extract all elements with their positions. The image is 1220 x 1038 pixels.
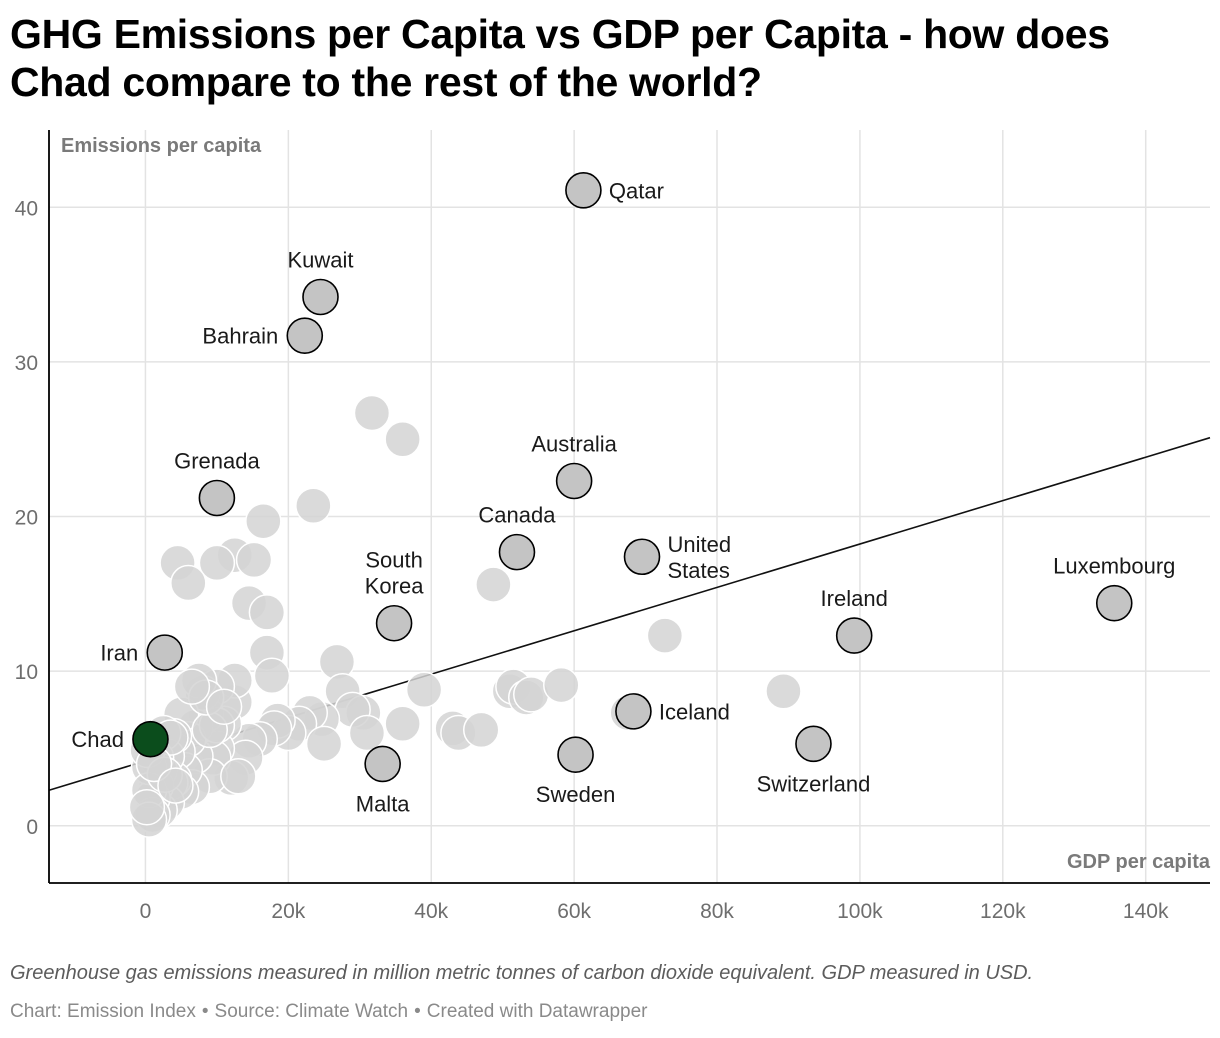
point-label: South bbox=[365, 548, 423, 573]
credit-separator: • bbox=[201, 1001, 209, 1022]
data-point bbox=[235, 541, 273, 579]
labeled-point bbox=[286, 317, 324, 354]
labeled-point bbox=[375, 604, 413, 642]
point-label: Ireland bbox=[821, 586, 888, 611]
data-point bbox=[220, 758, 257, 795]
data-point bbox=[253, 657, 291, 695]
data-point bbox=[305, 725, 343, 763]
highlight-point bbox=[132, 720, 169, 758]
point-label: Switzerland bbox=[757, 771, 871, 796]
y-tick-label: 20 bbox=[15, 507, 38, 530]
x-tick-label: 80k bbox=[700, 900, 734, 923]
point-label: Australia bbox=[531, 431, 617, 456]
data-point bbox=[198, 544, 236, 582]
x-tick-label: 0 bbox=[140, 900, 152, 923]
data-point bbox=[475, 566, 512, 603]
labeled-point bbox=[302, 278, 339, 316]
point-label: Iran bbox=[100, 641, 138, 666]
x-tick-label: 140k bbox=[1123, 900, 1169, 923]
point-label: Malta bbox=[356, 791, 411, 816]
labeled-point bbox=[198, 479, 236, 517]
point-label: Qatar bbox=[609, 178, 664, 203]
data-point bbox=[245, 502, 282, 540]
x-tick-label: 20k bbox=[271, 900, 305, 923]
labeled-point bbox=[835, 617, 873, 654]
data-point bbox=[205, 688, 243, 725]
point-label: States bbox=[668, 558, 730, 583]
point-label: Grenada bbox=[174, 448, 260, 473]
data-point bbox=[157, 767, 194, 804]
y-tick-label: 10 bbox=[15, 661, 38, 684]
labeled-point bbox=[555, 462, 593, 500]
data-point bbox=[128, 788, 166, 826]
data-point bbox=[170, 564, 207, 602]
credit-tool: Created with Datawrapper bbox=[426, 1001, 648, 1022]
data-point bbox=[646, 617, 684, 654]
point-label: United bbox=[668, 532, 732, 557]
labeled-point bbox=[498, 533, 536, 571]
y-tick-label: 40 bbox=[15, 197, 38, 220]
point-label: Iceland bbox=[659, 699, 730, 724]
data-point bbox=[765, 673, 802, 710]
point-label: Canada bbox=[478, 503, 556, 528]
point-label: Sweden bbox=[536, 782, 616, 807]
x-tick-label: 40k bbox=[414, 900, 448, 923]
gridlines bbox=[49, 130, 1210, 883]
scatter-chart: Qatar Kuwait Bahrain Grenada Australia Canada… bbox=[15, 130, 1211, 923]
highlight-group bbox=[132, 720, 169, 758]
data-point bbox=[384, 705, 421, 742]
y-axis-title: Emissions per capita bbox=[61, 135, 262, 157]
labeled-point bbox=[795, 725, 832, 763]
point-label: Luxembourg bbox=[1053, 554, 1175, 579]
credit-chart: Chart: Emission Index bbox=[10, 1001, 196, 1022]
labeled-point bbox=[565, 172, 602, 209]
chart-note: Greenhouse gas emissions measured in mil… bbox=[10, 962, 1034, 984]
chart-title: GHG Emissions per Capita vs GDP per Capi… bbox=[10, 11, 1110, 105]
x-tick-label: 100k bbox=[837, 900, 883, 923]
point-label: Chad bbox=[71, 727, 124, 752]
y-tick-label: 30 bbox=[15, 352, 38, 375]
x-tick-label: 120k bbox=[980, 900, 1026, 923]
data-point bbox=[384, 420, 421, 458]
labeled-points bbox=[146, 172, 1133, 783]
data-point bbox=[295, 487, 332, 524]
labeled-point bbox=[364, 745, 401, 783]
point-label: Bahrain bbox=[202, 324, 278, 349]
credit-source: Source: Climate Watch bbox=[214, 1001, 409, 1022]
x-axis-title: GDP per capita bbox=[1067, 851, 1211, 873]
data-point bbox=[248, 594, 286, 631]
x-tick-label: 60k bbox=[557, 900, 591, 923]
data-point bbox=[462, 711, 500, 749]
labeled-point bbox=[615, 693, 652, 730]
axis-labels: 0 20k 40k 60k 80k 100k 120k 140k 0 10 20 30 40 Emissi… bbox=[15, 135, 1211, 923]
point-label: Korea bbox=[365, 574, 424, 599]
chart-credits: Chart: Emission Index • Source: Climate Wa… bbox=[10, 1001, 647, 1023]
credit-separator: • bbox=[414, 1001, 421, 1022]
labeled-point bbox=[623, 538, 661, 576]
data-point bbox=[353, 394, 391, 432]
labeled-point bbox=[146, 634, 184, 671]
y-tick-label: 0 bbox=[26, 816, 38, 839]
data-point bbox=[173, 668, 211, 705]
data-point bbox=[348, 714, 386, 752]
data-point bbox=[405, 671, 443, 708]
axes bbox=[48, 130, 1210, 884]
point-labels: Qatar Kuwait Bahrain Grenada Australia Canada… bbox=[71, 178, 1175, 816]
point-label: Kuwait bbox=[287, 247, 353, 272]
labeled-point bbox=[557, 736, 594, 773]
data-point bbox=[543, 666, 580, 704]
labeled-point bbox=[1095, 584, 1133, 622]
